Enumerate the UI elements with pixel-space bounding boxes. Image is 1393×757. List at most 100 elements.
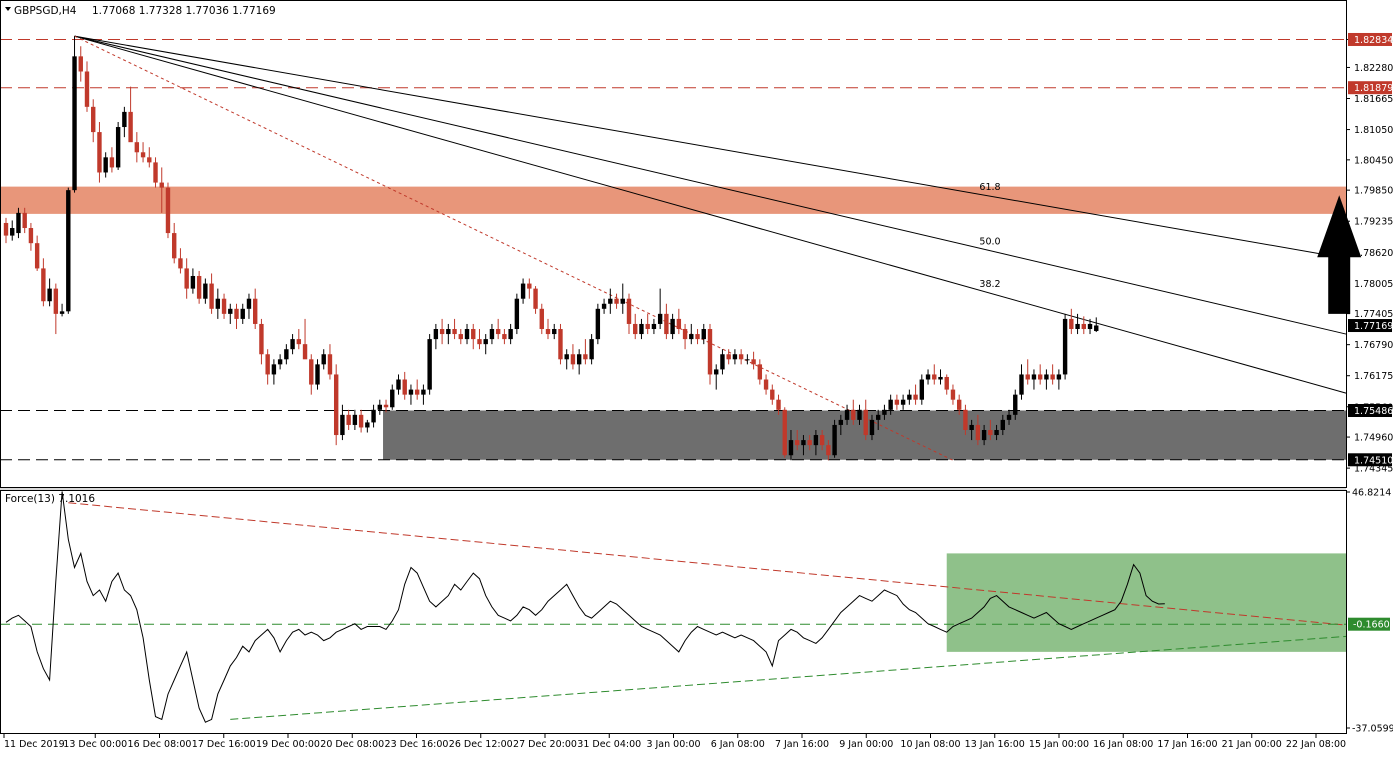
candle-body (876, 414, 881, 420)
candle-body (626, 298, 632, 324)
candle (59, 303, 65, 317)
candle (570, 344, 576, 370)
candle-body (620, 298, 625, 304)
candle (564, 349, 569, 370)
candle-body (1019, 374, 1024, 395)
candle (894, 394, 900, 410)
candle-body (863, 409, 868, 436)
candle (265, 349, 270, 385)
candle (988, 419, 993, 441)
candle (1069, 308, 1074, 335)
candle-body (633, 323, 638, 335)
candle (47, 278, 52, 307)
candle-body (1075, 323, 1080, 330)
candle-body (221, 298, 227, 314)
candle-body (1069, 318, 1074, 330)
candle (981, 424, 987, 446)
candle (732, 349, 738, 365)
candle (234, 303, 239, 330)
panel-separator[interactable] (0, 488, 1346, 490)
candle (122, 106, 127, 138)
time-tick-label: 17 Dec 16:00 (192, 739, 256, 750)
candle-body (1006, 414, 1012, 420)
candle-body (28, 228, 34, 244)
candle-body (97, 132, 102, 173)
candle (159, 167, 164, 213)
price-marker: 1.82834 (1348, 32, 1393, 46)
candle-body (1081, 323, 1086, 330)
candle-body (66, 190, 71, 312)
candle (782, 407, 787, 458)
candle-body (963, 409, 968, 430)
candle (944, 374, 949, 395)
candle-body (975, 424, 981, 441)
time-tick-label: 6 Jan 08:00 (711, 739, 765, 750)
candle (863, 399, 868, 441)
candle-body (309, 359, 314, 385)
candle (91, 99, 96, 143)
collapse-triangle-icon[interactable] (5, 7, 11, 11)
candle (321, 349, 326, 370)
candle (10, 220, 15, 241)
symbol-header: GBPSGD,H4 1.77068 1.77328 1.77036 1.7716… (5, 5, 276, 17)
candle-body (682, 329, 688, 340)
candle (726, 349, 731, 365)
candle-body (371, 409, 376, 423)
candle-body (838, 419, 844, 425)
candle (950, 384, 956, 405)
candle-body (147, 157, 152, 163)
candle-body (689, 334, 694, 340)
candle (1062, 313, 1068, 380)
candle (296, 329, 302, 350)
candle-body (190, 275, 196, 289)
candle (277, 354, 283, 370)
candle-body (882, 409, 887, 415)
time-tick-label: 10 Jan 08:00 (900, 739, 960, 750)
candle (371, 404, 376, 428)
candle (22, 207, 27, 234)
force-zero-label: -0.1660 (1353, 620, 1390, 631)
candle (876, 409, 881, 430)
candle-body (53, 288, 59, 314)
candle (134, 132, 140, 163)
candle (1050, 364, 1055, 385)
candle-body (502, 334, 507, 340)
candle (271, 359, 277, 385)
candle (433, 323, 439, 350)
candle (53, 283, 59, 335)
time-tick-label: 16 Jan 08:00 (1093, 739, 1153, 750)
candle-body (215, 298, 221, 309)
price-marker-box (1348, 319, 1392, 333)
candle-body (670, 318, 675, 335)
candle-body (751, 359, 756, 365)
candle (838, 414, 844, 436)
candle-body (925, 374, 931, 380)
price-tick-label: 1.79235 (1354, 217, 1393, 228)
time-tick-label: 13 Dec 00:00 (63, 739, 127, 750)
candle-body (383, 404, 389, 408)
price-levels (0, 38, 1346, 461)
candle-body (277, 359, 283, 365)
candle-body (352, 414, 358, 425)
candle (84, 61, 90, 112)
candle (333, 364, 339, 446)
fan-line-38-2 (74, 35, 1347, 394)
candle (209, 273, 214, 314)
candle-body (128, 111, 133, 143)
candle (78, 46, 83, 82)
candle (720, 349, 725, 375)
candle-body (919, 379, 925, 400)
candle-body (396, 379, 401, 390)
candle-body (452, 329, 457, 335)
candle (851, 399, 856, 425)
candle (390, 384, 395, 410)
candle (190, 268, 196, 294)
candle-body (614, 298, 619, 304)
candle-body (427, 339, 432, 390)
candle-body (458, 334, 463, 340)
candle-body (78, 56, 83, 72)
candle-body (956, 399, 962, 410)
candle-body (938, 376, 943, 380)
candle-body (153, 162, 158, 183)
